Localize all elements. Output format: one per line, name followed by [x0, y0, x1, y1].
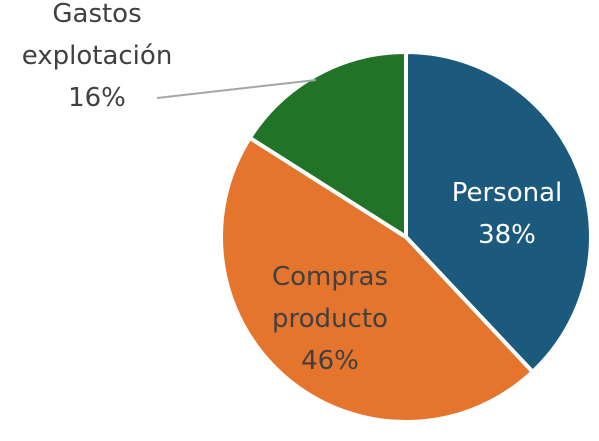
slice-label-line: Personal [452, 178, 563, 208]
slice-label-line: 16% [68, 83, 126, 113]
slice-label-line: Gastos [52, 0, 141, 29]
slice-label-line: 46% [301, 346, 359, 376]
slice-label-2: Gastos explotación 16% [22, 0, 173, 113]
pie-slices [219, 50, 593, 424]
slice-label-0: Personal 38% [452, 178, 563, 250]
slice-label-line: Compras [272, 262, 388, 292]
pie-slice-2 [247, 50, 408, 239]
slice-label-line: 38% [478, 220, 536, 250]
slice-label-line: explotación [22, 41, 173, 71]
slice-label-1: Compras producto 46% [272, 262, 388, 376]
pie-slice-1 [219, 135, 535, 424]
slice-label-line: producto [272, 304, 388, 334]
pie-slice-0 [404, 50, 593, 374]
leader-line [156, 79, 317, 99]
